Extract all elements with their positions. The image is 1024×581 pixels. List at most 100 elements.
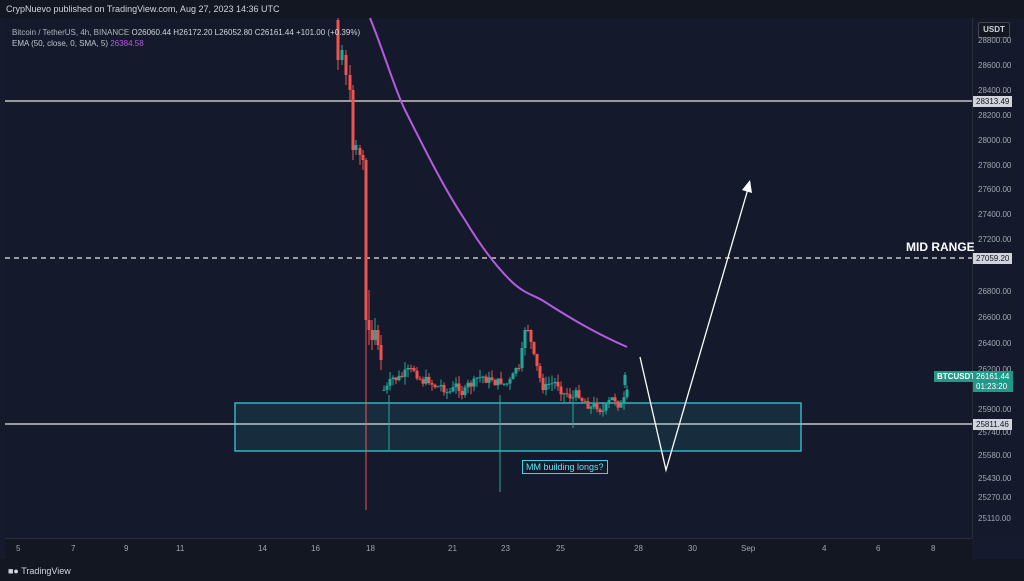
price-tick-label: 28200.00 [978,111,1012,120]
price-tick-label: 26200.00 [978,365,1012,374]
projection-path [639,181,751,473]
candle-body [613,397,617,402]
candle-body [415,370,419,379]
candle-body [505,383,509,385]
candle-body [406,368,410,370]
time-tick-label: 14 [258,544,267,553]
candle-body [481,376,485,378]
candle-body [623,375,627,385]
candle-body [601,410,605,412]
candle-body [442,384,446,393]
candle-body [532,342,536,354]
candle-body [595,402,599,410]
candle-body [448,391,452,393]
time-tick-label: 18 [366,544,375,553]
price-tick-label: 28600.00 [978,61,1012,70]
candle-body [373,330,377,340]
current-price: 26161.44 [976,372,1010,381]
symbol-title: Bitcoin / TetherUS, 4h, BINANCE [12,28,130,37]
price-tick-label: 28800.00 [978,36,1012,45]
price-tick-label: 26400.00 [978,339,1012,348]
candle-body [409,368,413,369]
footer [0,559,1024,581]
candle-body [487,377,491,383]
ema-label: EMA (50, close, 0, SMA, 5) [12,39,109,48]
candle-body [400,375,404,377]
time-tick-label: 21 [448,544,457,553]
bar-countdown: 01:23:20 [976,382,1008,391]
price-tick-label: 26600.00 [978,313,1012,322]
candle-body [351,90,355,150]
header-bar [0,0,1024,18]
candle-body [550,383,554,385]
candle-body [439,384,443,387]
candle-body [430,383,434,385]
candle-body [358,148,362,155]
box-annotation: MM building longs? [522,460,608,474]
time-tick-label: 30 [688,544,697,553]
candle-body [553,381,557,384]
candle-body [619,403,623,408]
price-tick-label: 26800.00 [978,287,1012,296]
candle-body [583,400,587,402]
price-tick-label: 27200.00 [978,235,1012,244]
mid-price-tag: 27059.20 [973,253,1013,264]
candle-body [541,378,545,390]
candle-body [469,382,473,387]
time-tick-label: 7 [71,544,76,553]
currency-button[interactable]: USDT [978,22,1010,38]
price-tick-label: 25900.00 [978,405,1012,414]
time-tick-label: 5 [16,544,21,553]
candle-body [625,389,629,398]
candle-body [496,378,500,386]
price-tick-label: 27600.00 [978,185,1012,194]
candle-body [424,376,428,384]
candle-body [427,376,431,384]
candle-body [538,366,542,378]
candle-body [508,379,512,384]
candles [336,18,629,510]
time-tick-label: 6 [876,544,881,553]
publisher-info: CrypNuevo published on TradingView.com, … [6,4,280,14]
candle-body [421,379,425,384]
candle-body [493,379,497,386]
candle-body [577,390,581,399]
candle-body [556,381,560,387]
candle-body [466,382,470,388]
candle-body [454,383,458,388]
candle-body [364,160,368,320]
candle-body [499,378,503,384]
candle-body [559,386,563,395]
current-price-tag: 26161.44 01:23:20 [973,371,1013,392]
time-axis[interactable] [5,538,972,559]
candle-body [520,348,524,368]
candle-body [523,330,527,348]
candle-body [490,377,494,380]
candle-body [367,320,371,330]
candle-body [382,389,386,391]
candle-body [511,373,515,380]
price-tick-label: 25580.00 [978,451,1012,460]
candle-body [344,55,348,75]
candle-body [517,368,521,369]
candle-body [463,387,467,395]
candle-body [475,377,479,379]
support-price-tag: 25811.46 [973,419,1012,430]
candle-body [460,390,464,395]
resistance-price-tag: 28313.49 [973,96,1013,107]
candle-body [451,387,455,392]
candle-body [535,354,539,366]
tradingview-logo[interactable]: ■● TradingView [8,566,71,576]
candle-body [610,397,614,401]
candle-body [376,330,380,345]
time-tick-label: 25 [556,544,565,553]
candle-body [403,369,407,377]
candle-body [361,155,365,160]
candle-body [565,393,569,395]
price-tick-label: 25430.00 [978,474,1012,483]
candle-body [445,392,449,394]
candle-body [592,402,596,407]
time-tick-label: 9 [124,544,129,553]
candle-body [589,406,593,409]
